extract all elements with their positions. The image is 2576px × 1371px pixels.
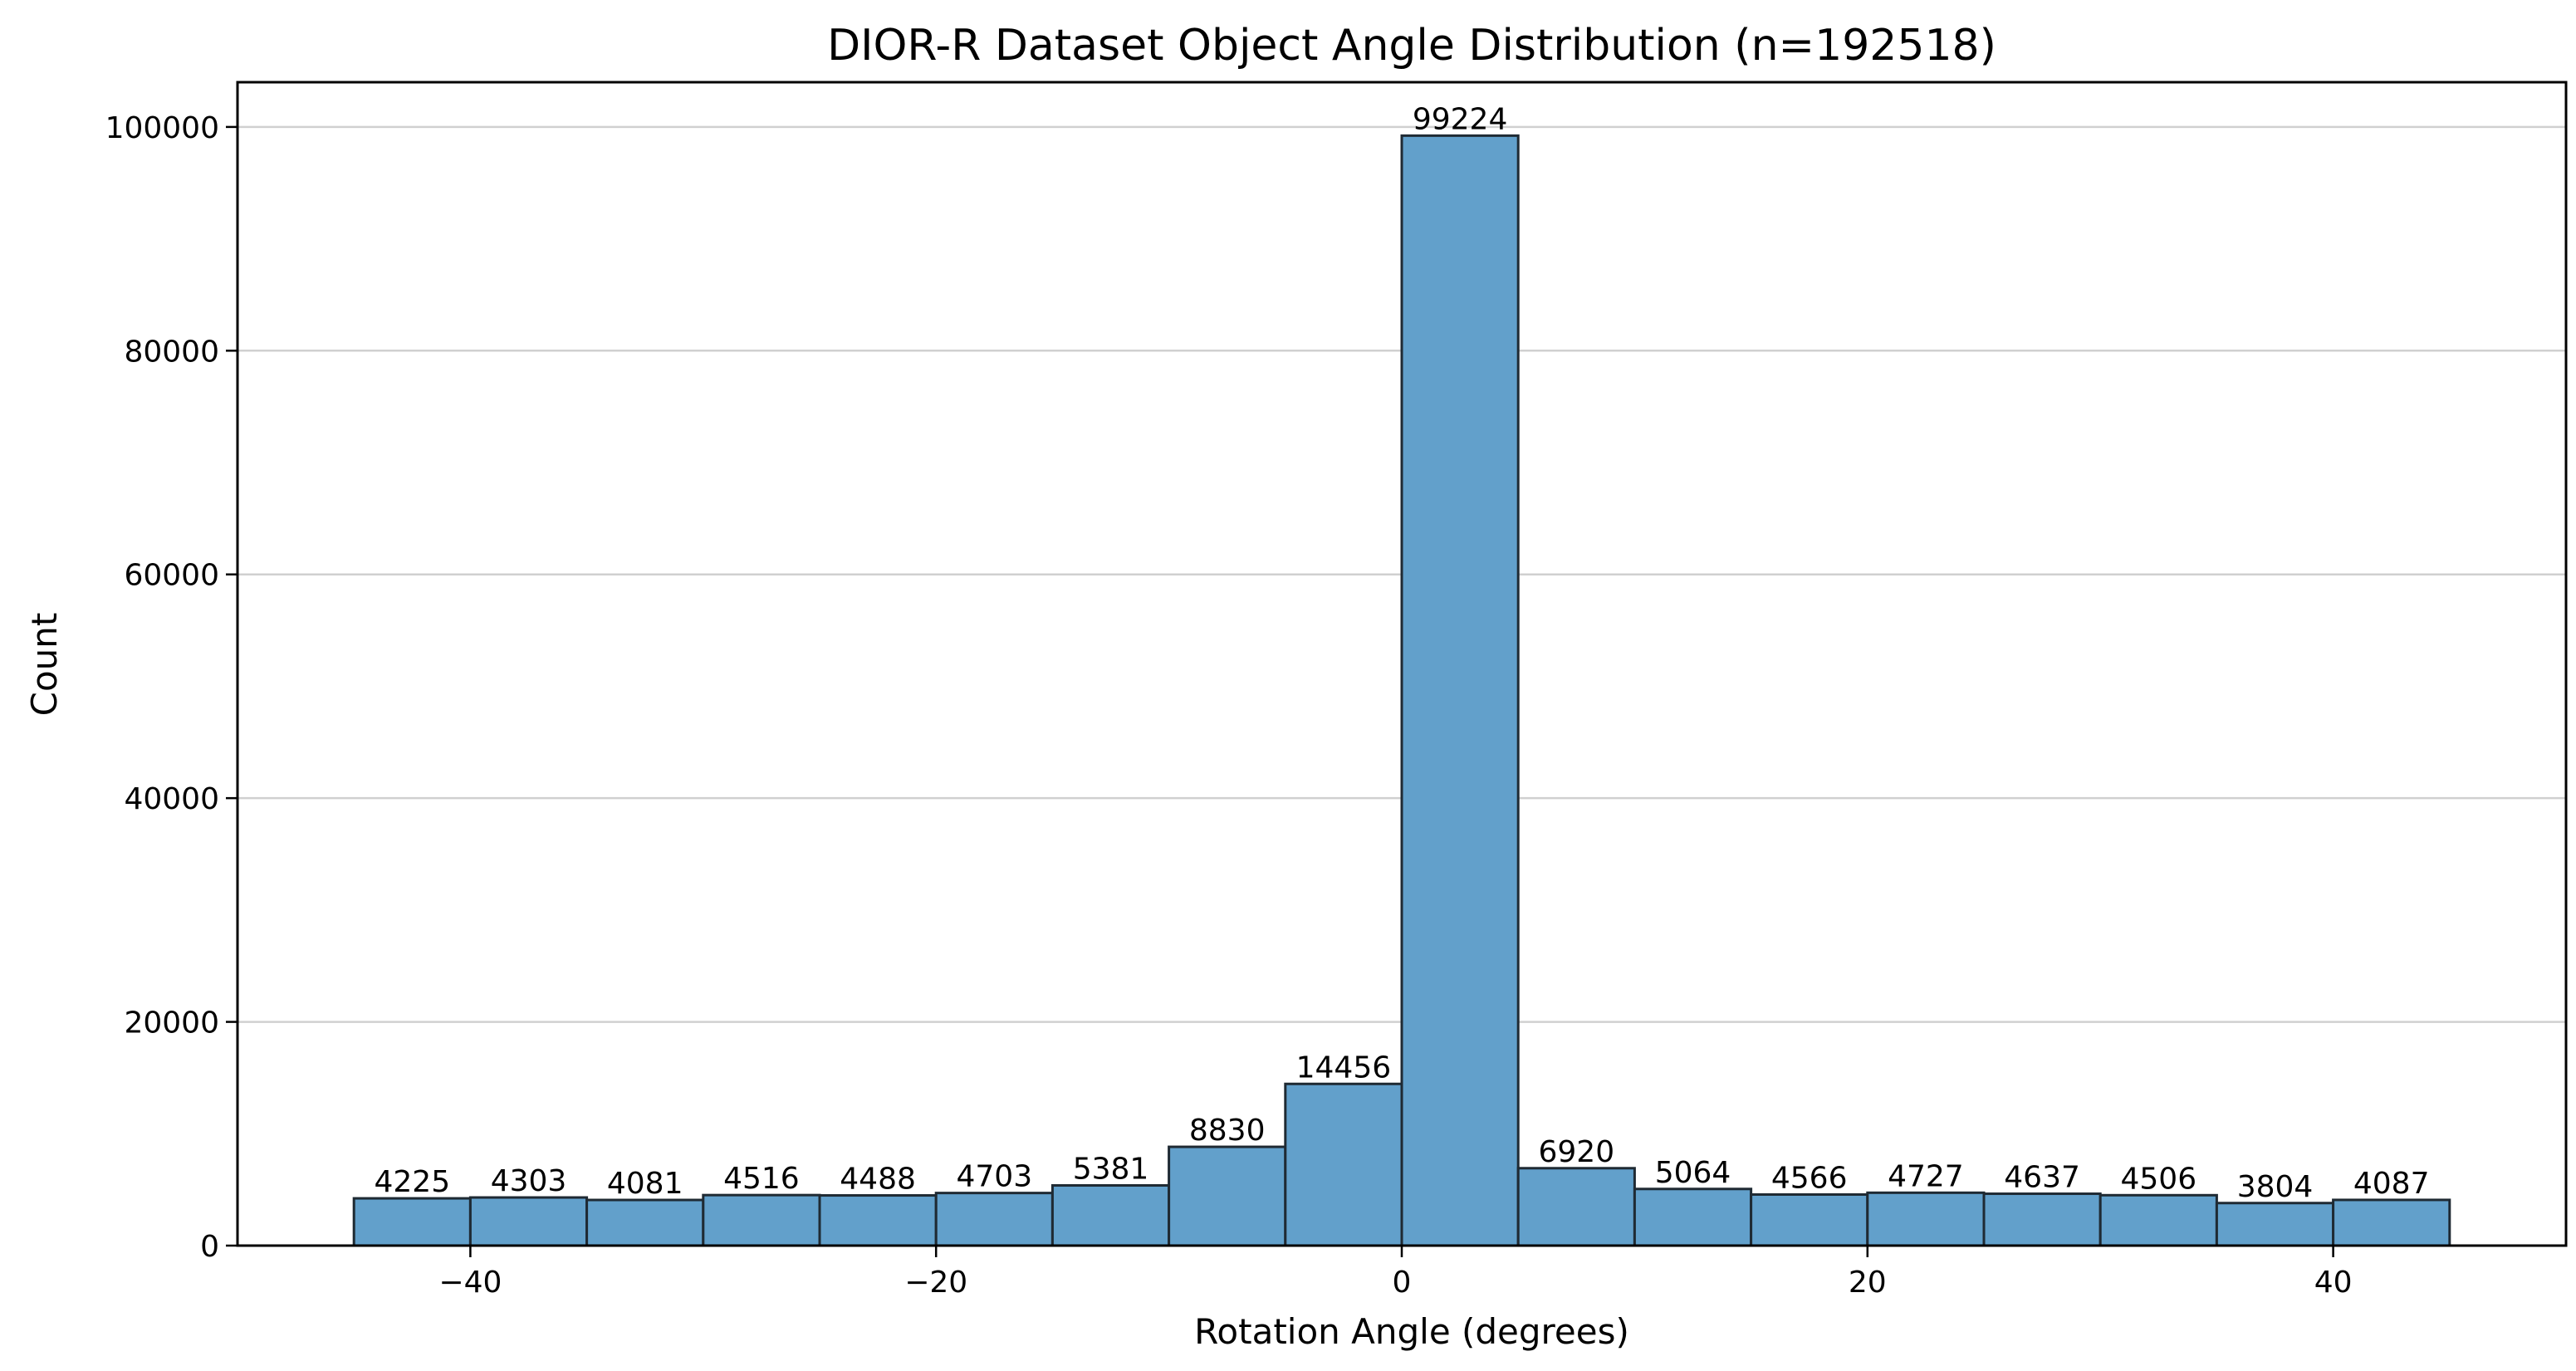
histogram-bar: [1750, 1192, 1869, 1247]
histogram-bar: [2099, 1193, 2218, 1247]
histogram-bar: [585, 1198, 705, 1247]
y-tick-label: 100000: [105, 111, 219, 145]
histogram-bar: [352, 1197, 472, 1247]
x-tick-label: −40: [438, 1266, 502, 1300]
chart-title: DIOR-R Dataset Object Angle Distribution…: [827, 21, 1996, 71]
x-axis-label: Rotation Angle (degrees): [1194, 1311, 1629, 1352]
bar-value-label: 14456: [1296, 1050, 1392, 1085]
bar-value-label: 4516: [723, 1162, 800, 1196]
bar-value-label: 3804: [2237, 1170, 2314, 1204]
bar-value-label: 4566: [1771, 1161, 1848, 1195]
histogram-bar: [2332, 1198, 2451, 1247]
bar-value-labels: 4225 4303 4081 4516 4488 4703 5381 8830 14456 992…: [374, 102, 2429, 1203]
bar-value-label: 8830: [1189, 1114, 1266, 1148]
histogram-bar: [1284, 1082, 1403, 1247]
y-tick-label: 80000: [124, 335, 219, 369]
histogram-bar: [1516, 1167, 1636, 1247]
bar-value-label: 5064: [1655, 1156, 1731, 1190]
x-tick-label: −20: [904, 1266, 967, 1300]
histogram-bar: [1050, 1184, 1171, 1247]
histogram-bar: [934, 1192, 1054, 1247]
bar-value-label: 4506: [2120, 1162, 2196, 1196]
bar-value-label: 4225: [374, 1165, 450, 1199]
bar-value-label: 4303: [491, 1164, 567, 1198]
histogram-bar: [1866, 1191, 1986, 1247]
histogram-bar: [2215, 1202, 2335, 1247]
bar-value-label: 4703: [956, 1160, 1032, 1194]
histogram-bar: [1168, 1145, 1287, 1247]
histogram-bar: [818, 1194, 938, 1247]
y-axis-label: Count: [24, 613, 65, 717]
x-axis-ticks: −40 −20 0 20 40: [438, 1246, 2353, 1300]
bars: [352, 134, 2451, 1247]
histogram-bar: [1982, 1192, 2102, 1247]
x-tick-label: 40: [2314, 1266, 2353, 1300]
bar-value-label: 99224: [1413, 102, 1508, 136]
plot-frame: [236, 81, 2568, 1247]
y-axis-ticks: 0 20000 40000 60000 80000 100000: [105, 111, 238, 1264]
histogram-bar: [702, 1193, 821, 1247]
bar-value-label: 4488: [840, 1163, 916, 1197]
y-tick-label: 40000: [124, 782, 219, 816]
bar-value-label: 4727: [1888, 1159, 1964, 1193]
bar-value-label: 4081: [607, 1167, 683, 1201]
histogram-bar: [1400, 134, 1520, 1247]
bar-value-label: 5381: [1073, 1153, 1149, 1187]
y-tick-label: 0: [200, 1230, 219, 1264]
histogram-bar: [468, 1196, 589, 1247]
bar-value-label: 4087: [2353, 1167, 2430, 1201]
y-tick-label: 20000: [124, 1006, 219, 1040]
histogram-bar: [1633, 1187, 1753, 1247]
x-tick-label: 20: [1849, 1266, 1887, 1300]
y-tick-label: 60000: [124, 559, 219, 593]
bar-value-label: 6920: [1538, 1135, 1614, 1169]
x-tick-label: 0: [1393, 1266, 1412, 1300]
bar-value-label: 4637: [2004, 1161, 2080, 1195]
